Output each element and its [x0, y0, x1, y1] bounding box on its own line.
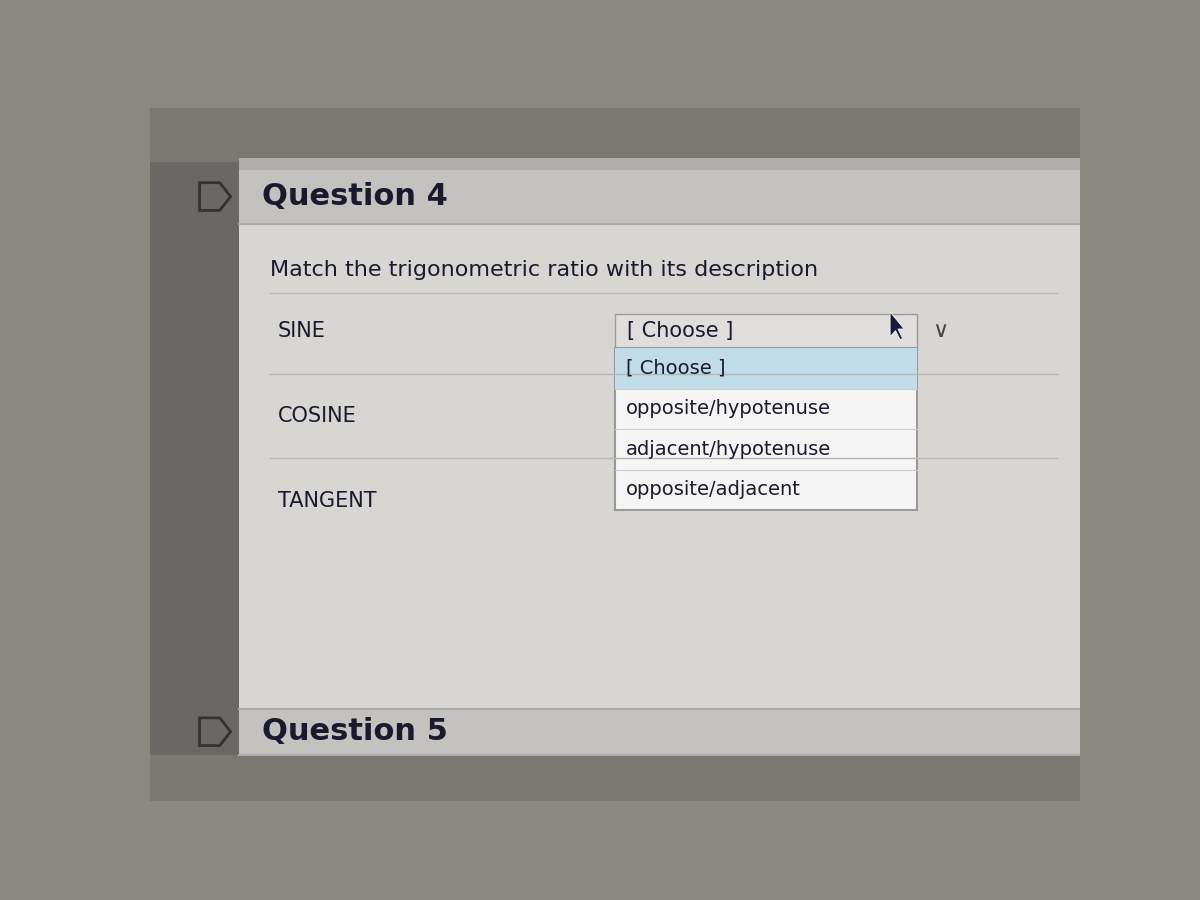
FancyBboxPatch shape [616, 348, 917, 510]
FancyBboxPatch shape [150, 108, 239, 801]
Text: adjacent/hypotenuse: adjacent/hypotenuse [626, 440, 832, 459]
Polygon shape [890, 312, 904, 340]
FancyBboxPatch shape [239, 158, 1080, 169]
FancyBboxPatch shape [239, 169, 1080, 223]
FancyBboxPatch shape [150, 755, 1080, 801]
Text: opposite/hypotenuse: opposite/hypotenuse [626, 400, 830, 419]
Text: COSINE: COSINE [278, 406, 356, 426]
Text: SINE: SINE [278, 321, 325, 341]
Text: Question 4: Question 4 [263, 182, 449, 211]
FancyBboxPatch shape [150, 108, 1080, 162]
Text: [ Choose ]: [ Choose ] [626, 359, 725, 378]
Text: [ Choose ]: [ Choose ] [626, 321, 733, 341]
Text: Question 5: Question 5 [263, 717, 449, 746]
Text: opposite/adjacent: opposite/adjacent [626, 481, 800, 500]
Text: Match the trigonometric ratio with its description: Match the trigonometric ratio with its d… [270, 260, 818, 280]
FancyBboxPatch shape [239, 223, 1080, 755]
FancyBboxPatch shape [239, 708, 1080, 755]
Text: TANGENT: TANGENT [278, 491, 377, 510]
Text: ∨: ∨ [932, 321, 949, 341]
FancyBboxPatch shape [616, 348, 917, 389]
FancyBboxPatch shape [616, 314, 917, 348]
FancyBboxPatch shape [239, 158, 1080, 755]
